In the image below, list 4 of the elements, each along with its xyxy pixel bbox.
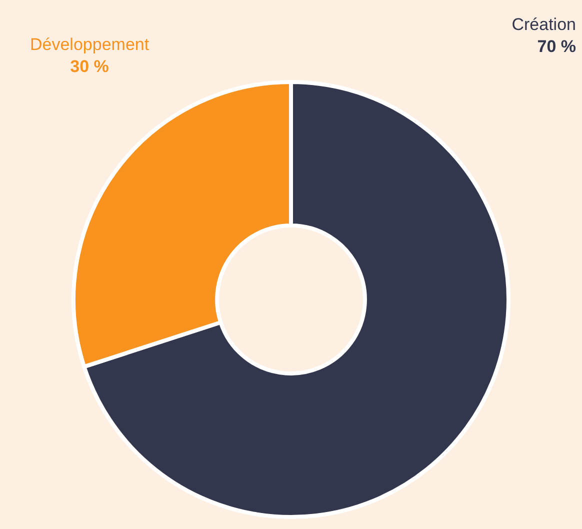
slice-label: Développement: [30, 34, 150, 56]
data-label: 30 %: [69, 56, 110, 78]
data-label: 70 %: [536, 36, 576, 58]
slice-label: Création: [512, 14, 576, 36]
